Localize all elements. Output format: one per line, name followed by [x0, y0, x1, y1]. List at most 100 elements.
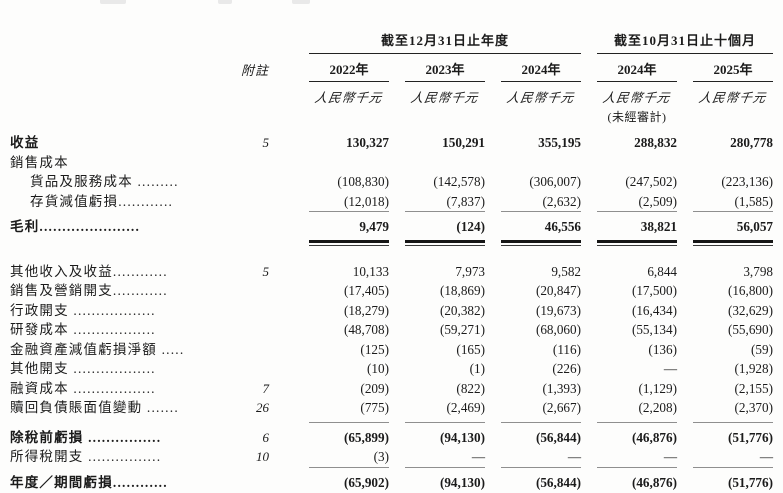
value-cell: (51,776): [693, 421, 773, 448]
value-cell: —: [663, 449, 677, 464]
value-cell: 150,291: [442, 135, 485, 150]
table-row: 除稅前虧損 ................ 6 (65,899) (94,130) (…: [0, 421, 783, 448]
notes-column-header: 附註: [241, 63, 270, 78]
value-cell: (1,585): [734, 193, 773, 209]
year-header-2023: 2023年: [405, 59, 485, 82]
row-label: 年度／期間虧損............: [10, 474, 168, 490]
value-cell: (1,928): [734, 361, 773, 376]
value-cell: (306,007): [529, 174, 581, 189]
unaudited-note-row: (未經審計): [0, 108, 783, 124]
double-rule: [405, 239, 485, 246]
period-group-year-ended-dec31: 截至12月31日止年度: [309, 30, 581, 54]
value-cell: (2,667): [542, 400, 581, 415]
value-cell: (116): [552, 341, 581, 357]
table-row: 金融資產減值虧損淨額 ..... (125) (165) (116) (136) (59): [0, 340, 783, 360]
value-cell: (136): [648, 341, 677, 357]
value-cell: (51,776): [693, 466, 773, 493]
value-cell: (18,869): [439, 283, 485, 298]
value-cell: 9,479: [309, 211, 389, 237]
clipped-top-text-artifact: [100, 0, 126, 4]
row-label: 銷售及營銷開支............: [10, 283, 168, 298]
table-row: 收益 5 130,327 150,291 355,195 288,832 280,778: [0, 133, 783, 153]
value-cell: (247,502): [625, 174, 677, 189]
value-cell: (46,876): [597, 421, 677, 448]
currency-unit-label: 人民幣千元: [697, 91, 768, 105]
row-label: 贖回負債賬面值變動 .......: [10, 400, 179, 415]
table-row: 存貨減值虧損............ (12,018) (7,837) (2,632)…: [0, 192, 783, 212]
note-ref: 7: [262, 380, 270, 396]
value-cell: (59,271): [439, 322, 485, 337]
note-ref: 26: [256, 400, 269, 415]
value-cell: (10): [367, 361, 389, 376]
value-cell: (59): [751, 341, 773, 357]
value-cell: (56,844): [501, 421, 581, 448]
row-label: 行政開支 ..................: [10, 302, 156, 318]
value-cell: (165): [456, 341, 485, 357]
unaudited-label: (未經審計): [607, 110, 667, 124]
row-label: 其他開支 ..................: [10, 361, 156, 376]
value-cell: (2,370): [734, 400, 773, 415]
row-label: 毛利......................: [10, 219, 141, 234]
note-ref: 5: [262, 263, 270, 279]
value-cell: 280,778: [730, 135, 773, 150]
value-cell: (209): [360, 380, 389, 396]
value-cell: (142,578): [433, 174, 485, 189]
value-cell: (94,130): [405, 466, 485, 493]
value-cell: 9,582: [551, 263, 581, 279]
table-row: 貨品及服務成本 ......... (108,830) (142,578) (306,…: [0, 172, 783, 192]
value-cell: (7,837): [446, 193, 485, 209]
value-cell: (226): [552, 361, 581, 376]
value-cell: (16,434): [631, 302, 677, 318]
year-header-2024: 2024年: [501, 59, 581, 82]
year-header-2025-ten-months: 2025年: [693, 59, 773, 82]
note-ref: 5: [262, 135, 270, 150]
currency-unit-label: 人民幣千元: [409, 91, 480, 105]
currency-unit-label: 人民幣千元: [313, 91, 384, 105]
clipped-top-text-artifact: [292, 0, 310, 4]
value-cell: —: [759, 449, 773, 464]
row-label: 收益: [10, 135, 40, 150]
value-cell: 3,798: [743, 263, 773, 279]
value-cell: 38,821: [597, 211, 677, 237]
table-row: 其他開支 .................. (10) (1) (226) — (1,9…: [0, 359, 783, 379]
value-cell: (18,279): [343, 302, 389, 318]
currency-unit-label: 人民幣千元: [601, 91, 672, 105]
note-ref: 10: [256, 449, 269, 464]
value-cell: (32,629): [727, 302, 773, 318]
table-row: 融資成本 .................. 7 (209) (822) (1,393…: [0, 379, 783, 399]
value-cell: (1,393): [542, 380, 581, 396]
value-cell: (65,899): [309, 421, 389, 448]
value-cell: (65,902): [309, 466, 389, 493]
row-label: 存貨減值虧損............: [30, 193, 174, 209]
value-cell: (94,130): [405, 421, 485, 448]
value-cell: (48,708): [343, 322, 389, 337]
note-ref: 6: [262, 429, 270, 445]
value-cell: (20,847): [535, 283, 581, 298]
financial-statements-table: 收益 5 130,327 150,291 355,195 288,832 280,778 銷售…: [0, 133, 783, 493]
period-group-ten-months-ended-oct31: 截至10月31日止十個月: [597, 30, 773, 54]
value-cell: (2,509): [638, 193, 677, 209]
year-header-row: 附註 2022年 2023年 2024年 2024年 2025年: [0, 59, 783, 82]
value-cell: (55,690): [727, 322, 773, 337]
value-cell: (2,469): [446, 400, 485, 415]
period-group-header-row: 截至12月31日止年度 截至10月31日止十個月: [0, 30, 783, 54]
table-row: 年度／期間虧損............ (65,902) (94,130) (56,8…: [0, 466, 783, 493]
value-cell: 7,973: [455, 263, 485, 279]
value-cell: 6,844: [647, 263, 677, 279]
value-cell: —: [471, 449, 485, 464]
row-label: 所得稅開支 ................: [10, 449, 162, 464]
table-row: 銷售成本: [0, 153, 783, 173]
value-cell: (2,632): [542, 193, 581, 209]
table-row: 行政開支 .................. (18,279) (20,382) (…: [0, 301, 783, 321]
value-cell: (3): [373, 449, 389, 464]
value-cell: 46,556: [501, 211, 581, 237]
value-cell: (775): [360, 400, 389, 415]
double-rule: [309, 239, 389, 246]
value-cell: (223,136): [721, 174, 773, 189]
value-cell: (108,830): [337, 174, 389, 189]
table-row: 贖回負債賬面值變動 ....... 26 (775) (2,469) (2,667) (2…: [0, 398, 783, 418]
row-label: 除稅前虧損 ................: [10, 429, 162, 445]
value-cell: (17,405): [343, 283, 389, 298]
row-label: 金融資產減值虧損淨額 .....: [10, 341, 185, 357]
